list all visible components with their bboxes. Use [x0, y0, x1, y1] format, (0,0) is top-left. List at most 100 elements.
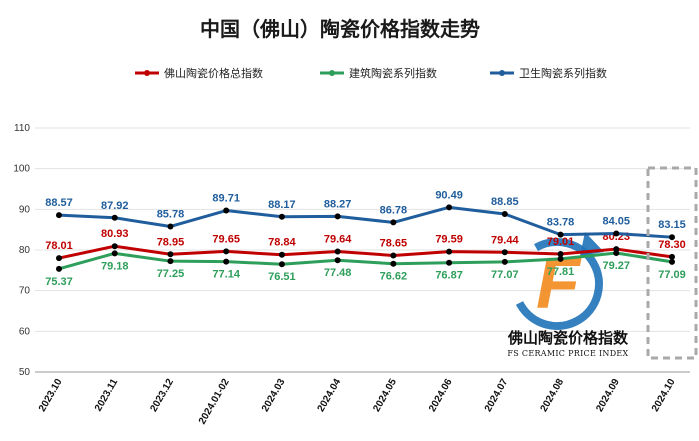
data-label: 76.51 [268, 271, 296, 283]
data-label: 79.59 [435, 234, 463, 246]
data-label: 88.27 [324, 198, 352, 210]
data-label: 78.01 [45, 240, 73, 252]
data-label: 79.64 [324, 233, 352, 245]
chart-title: 中国（佛山）陶瓷价格指数走势 [200, 17, 480, 41]
legend-item: 卫生陶瓷系列指数 [490, 66, 607, 80]
data-point [557, 255, 564, 262]
data-label: 77.07 [491, 269, 519, 281]
x-tick-label: 2024.07 [483, 377, 511, 414]
watermark-logo-ring [511, 238, 603, 330]
x-tick-label: 2024.06 [427, 377, 455, 414]
data-label: 86.78 [380, 204, 408, 216]
series-0: 78.01 80.93 78.95 79.65 78.84 79.64 78.65 79.59… [45, 228, 686, 262]
series-line [58, 244, 673, 260]
data-label: 76.62 [380, 271, 408, 283]
legend-item: 佛山陶瓷价格总指数 [135, 66, 263, 80]
data-label: 77.09 [658, 269, 686, 281]
data-point [613, 230, 620, 237]
data-label: 83.78 [547, 217, 575, 229]
data-point [557, 251, 564, 258]
y-tick-label: 90 [19, 204, 31, 215]
x-tick-label: 2023.11 [93, 377, 121, 414]
data-label: 77.14 [212, 269, 240, 281]
x-axis: 2023.10 2023.11 2023.12 2024.01-02 2024.03 20… [37, 377, 678, 427]
y-tick-label: 60 [19, 326, 31, 337]
data-point [278, 213, 285, 220]
data-point [111, 243, 118, 250]
data-point [669, 234, 675, 241]
legend: 佛山陶瓷价格总指数 建筑陶瓷系列指数 卫生陶瓷系列指数 [135, 66, 607, 80]
legend-label: 建筑陶瓷系列指数 [349, 66, 437, 80]
legend-label: 卫生陶瓷系列指数 [519, 66, 607, 80]
data-label: 78.84 [268, 237, 296, 249]
data-point [278, 251, 285, 258]
x-tick-label: 2024.04 [316, 377, 344, 414]
data-label: 79.27 [603, 260, 631, 272]
data-label: 76.87 [435, 270, 463, 282]
x-tick-label: 2024.08 [539, 377, 567, 414]
data-point [501, 258, 508, 265]
y-tick-label: 80 [19, 245, 31, 256]
data-label: 90.49 [435, 189, 463, 201]
x-tick-label: 2024.05 [371, 377, 399, 414]
data-label: 77.48 [324, 267, 352, 279]
data-label: 84.05 [603, 216, 631, 228]
y-tick-label: 100 [13, 164, 30, 175]
data-point [390, 252, 397, 259]
series-2: 88.57 87.92 85.78 89.71 88.17 88.27 86.78 90.49… [45, 189, 686, 241]
data-point [334, 213, 341, 220]
data-point [56, 255, 62, 262]
data-label: 88.85 [491, 196, 519, 208]
x-tick-label: 2023.10 [37, 377, 65, 414]
data-point [446, 204, 453, 211]
data-point [669, 253, 675, 260]
data-point [111, 250, 118, 257]
data-point [167, 251, 174, 258]
data-point [56, 212, 62, 219]
data-label: 79.65 [212, 233, 240, 245]
data-point [223, 207, 230, 214]
data-point [613, 249, 620, 256]
data-label: 85.78 [157, 208, 185, 220]
data-label: 78.30 [658, 239, 686, 251]
data-label: 77.81 [547, 266, 575, 278]
data-label: 78.95 [157, 236, 185, 248]
data-label: 83.15 [658, 219, 686, 231]
series-lines: 78.01 80.93 78.95 79.65 78.84 79.64 78.65 79.59… [45, 189, 686, 287]
x-tick-label: 2023.12 [148, 377, 176, 414]
data-point [56, 265, 62, 272]
x-tick-label: 2024.03 [260, 377, 288, 414]
data-label: 80.93 [101, 228, 129, 240]
data-point [334, 248, 341, 255]
data-label: 88.17 [268, 199, 296, 211]
y-tick-label: 70 [19, 286, 31, 297]
data-point [501, 211, 508, 218]
legend-label: 佛山陶瓷价格总指数 [164, 66, 263, 80]
data-point [557, 231, 564, 238]
watermark-name-cn: 佛山陶瓷价格指数 [507, 329, 629, 347]
series-line [58, 205, 673, 239]
x-tick-label: 2024.10 [650, 377, 678, 414]
data-label: 77.25 [157, 268, 185, 280]
data-point [167, 258, 174, 265]
data-point [223, 258, 230, 265]
data-point [669, 258, 675, 265]
data-point [223, 248, 230, 255]
legend-item: 建筑陶瓷系列指数 [320, 66, 437, 80]
series-1: 75.37 79.18 77.25 77.14 76.51 77.48 76.62 76.87… [45, 249, 686, 288]
data-label: 89.71 [212, 193, 240, 205]
data-point [446, 248, 453, 255]
data-point [111, 214, 118, 221]
data-point [167, 223, 174, 230]
data-point [334, 257, 341, 264]
series-line [58, 251, 673, 271]
data-point [446, 259, 453, 266]
data-point [278, 261, 285, 268]
data-label: 79.44 [491, 234, 519, 246]
highlight-dashed-box [646, 166, 698, 360]
data-label: 75.37 [45, 276, 73, 288]
data-label: 78.65 [380, 237, 408, 249]
data-label: 87.92 [101, 200, 129, 212]
legend-marker [329, 70, 335, 76]
